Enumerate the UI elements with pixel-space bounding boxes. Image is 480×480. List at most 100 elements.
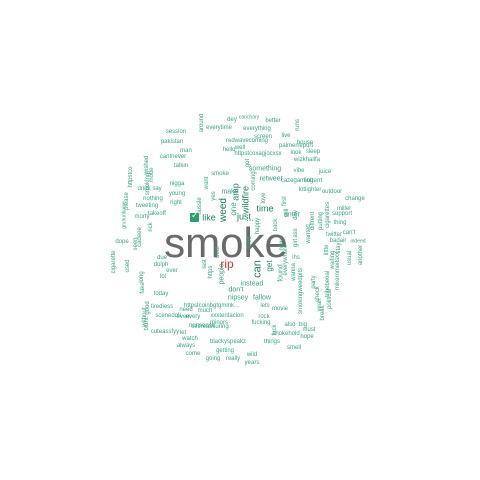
word-84: big bbox=[298, 322, 308, 328]
word-5: weed bbox=[218, 198, 229, 222]
word-42: tweeting bbox=[135, 203, 159, 209]
word-49: due bbox=[156, 255, 168, 261]
word-41: nothing bbox=[143, 196, 163, 202]
word-32: pakistan bbox=[160, 139, 184, 145]
word-118: another bbox=[358, 244, 364, 266]
word-153: love bbox=[261, 192, 267, 204]
word-40: right bbox=[170, 200, 182, 206]
word-87: lets bbox=[260, 303, 270, 309]
word-20: cazegaming bbox=[280, 178, 314, 184]
word-148: day bbox=[293, 210, 299, 220]
word-77: things bbox=[263, 339, 281, 345]
word-141: mode bbox=[149, 167, 155, 183]
word-21: hotterrt bbox=[303, 178, 323, 184]
word-102: live bbox=[281, 133, 291, 139]
word-19: retweet bbox=[259, 175, 283, 183]
word-4: time bbox=[256, 203, 274, 214]
word-83: also bbox=[284, 322, 296, 328]
word-126: tribebeoal bbox=[325, 270, 331, 298]
word-137: rick bbox=[148, 222, 154, 232]
word-11: get bbox=[265, 260, 274, 272]
word-13: don't bbox=[228, 286, 244, 294]
word-52: lol bbox=[159, 274, 167, 280]
word-26: https bbox=[208, 265, 214, 279]
word-48: say bbox=[152, 186, 162, 192]
word-114: badair bbox=[329, 238, 347, 244]
word-73: really bbox=[225, 356, 241, 362]
word-99: better bbox=[265, 118, 281, 124]
word-125: break bbox=[320, 305, 326, 321]
word-60: nonsense bbox=[188, 323, 216, 329]
word-130: used bbox=[125, 259, 131, 273]
word-47: drink bbox=[137, 186, 151, 192]
word-64: xxxtentacion bbox=[210, 313, 244, 319]
word-33: man bbox=[180, 148, 192, 154]
word-68: blackyspeakz bbox=[209, 339, 247, 345]
word-82: chokehold bbox=[272, 331, 300, 337]
word-150: now bbox=[279, 239, 285, 251]
word-138: cadeee bbox=[137, 227, 143, 247]
word-103: palmerreport bbox=[278, 143, 314, 149]
word-53: today bbox=[153, 291, 169, 297]
word-22: something bbox=[248, 165, 282, 173]
word-56: even bbox=[176, 314, 190, 320]
word-97: dey bbox=[227, 117, 237, 123]
word-143: putting bbox=[318, 211, 324, 231]
word-101: screen bbox=[253, 134, 273, 140]
word-69: always bbox=[176, 343, 196, 349]
word-50: dolph bbox=[153, 262, 169, 268]
word-117: indeed bbox=[350, 238, 366, 245]
word-1: rip bbox=[220, 257, 234, 271]
word-151: first bbox=[282, 196, 288, 206]
word-162: yes bbox=[211, 191, 217, 201]
word-67: watch bbox=[182, 336, 198, 342]
word-54: tirediess bbox=[150, 304, 174, 310]
word-24: juice bbox=[318, 169, 332, 175]
word-112: twitter bbox=[325, 232, 343, 238]
word-51: ever bbox=[166, 268, 178, 274]
check-box-icon: ✓ bbox=[190, 212, 199, 222]
word-66: minors bbox=[209, 320, 229, 326]
word-27: httpstcoxagjocxsx bbox=[234, 151, 282, 157]
word-79: must bbox=[302, 327, 316, 333]
word-155: coming bbox=[251, 171, 257, 191]
word-107: outdoor bbox=[321, 189, 343, 195]
word-116: usual bbox=[347, 250, 353, 266]
word-8: one bbox=[229, 202, 238, 216]
word-31: session bbox=[165, 129, 187, 135]
word-18: people bbox=[218, 263, 226, 285]
word-36: talkin bbox=[173, 163, 189, 169]
word-35: cantnever bbox=[159, 154, 187, 160]
word-136: blunt bbox=[144, 317, 150, 331]
word-44: morty bbox=[134, 214, 150, 220]
word-158: last bbox=[202, 259, 208, 269]
word-2: like bbox=[202, 212, 216, 223]
word-98: carichary bbox=[238, 114, 260, 121]
word-38: nigga bbox=[169, 181, 185, 187]
word-0: smoke bbox=[164, 219, 288, 266]
word-110: support bbox=[331, 211, 353, 217]
word-100: runs bbox=[295, 119, 301, 131]
word-149: still bbox=[284, 208, 290, 218]
word-30: everything bbox=[243, 126, 271, 132]
word-94: sleep bbox=[305, 149, 321, 155]
word-156: need bbox=[247, 236, 253, 250]
word-139: gruhuntinine bbox=[121, 201, 128, 229]
word-61: httpstcoinbgtgmlnk… bbox=[183, 303, 241, 309]
word-132: long bbox=[139, 271, 145, 283]
word-111: thing bbox=[333, 220, 347, 226]
word-145: wanted bbox=[306, 224, 312, 244]
word-74: wild bbox=[246, 352, 258, 358]
word-6: can bbox=[251, 260, 264, 278]
word-70: come bbox=[185, 351, 201, 357]
word-142: cigarettes bbox=[325, 201, 331, 229]
word-93: house bbox=[296, 140, 314, 146]
word-28: redwavecoming bbox=[225, 138, 269, 144]
word-72: going bbox=[205, 356, 221, 362]
word-88: smokingweedpits bbox=[298, 267, 304, 315]
word-65: selfreassuring bbox=[191, 324, 229, 330]
word-160: want bbox=[204, 176, 210, 190]
word-59: much bbox=[197, 308, 213, 314]
word-7: wildfire bbox=[240, 185, 251, 215]
word-154: happy bbox=[255, 217, 261, 235]
